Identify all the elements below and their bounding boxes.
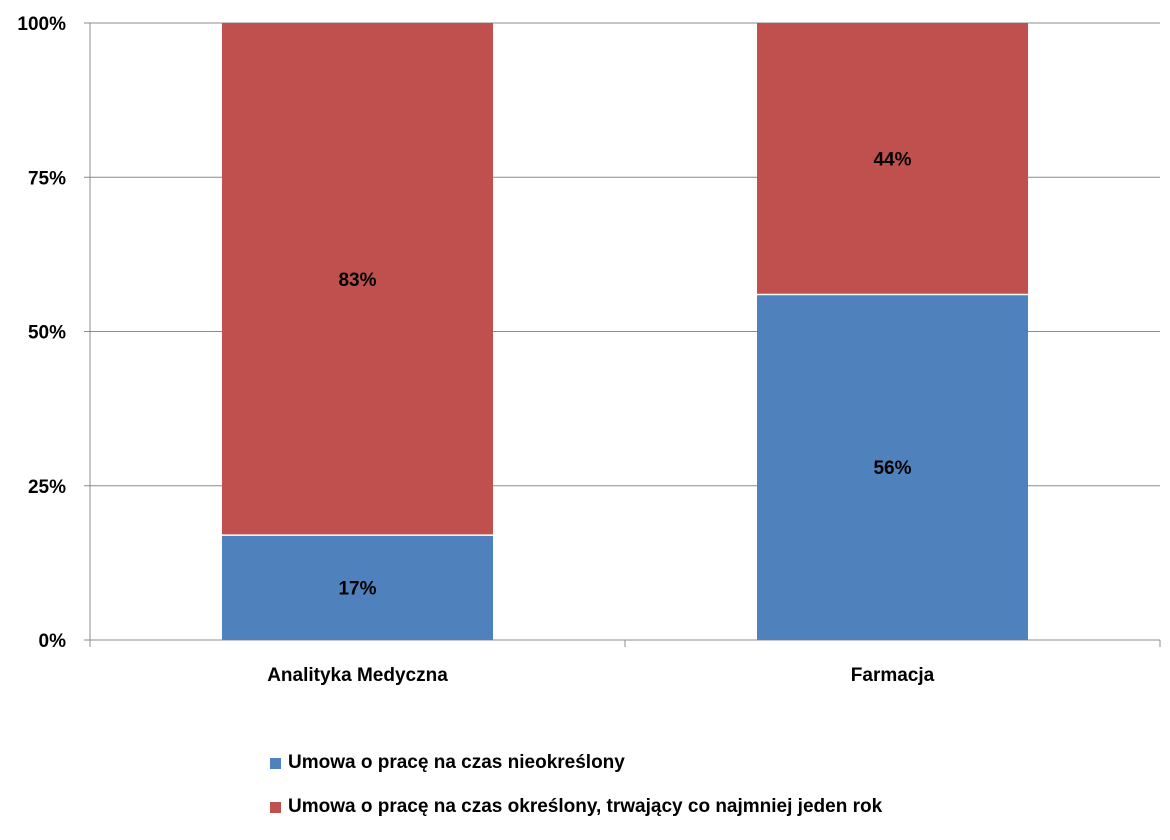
bar-segment (222, 535, 493, 640)
x-category-label: Analityka Medyczna (267, 665, 448, 686)
data-label: 17% (338, 579, 376, 600)
x-axis: Analityka Medyczna Farmacja (89, 23, 1161, 686)
y-tick-label: 25% (28, 477, 66, 498)
data-label: 44% (873, 150, 911, 171)
stacked-bar-chart: 0% 25% 50% 75% 100% Analityka Medyczna Farmac… (17, 14, 1161, 686)
legend: Umowa o pracę na czas nieokreślony Umowa… (270, 752, 882, 840)
y-tick-label: 0% (39, 631, 67, 652)
legend-swatch-permanent (270, 757, 281, 769)
legend-label-permanent: Umowa o pracę na czas nieokreślony (288, 752, 625, 773)
y-axis-tick-labels: 0% 25% 50% 75% 100% (17, 14, 66, 652)
data-label: 56% (873, 458, 911, 479)
bar-segment (757, 23, 1028, 295)
data-labels: 17% 83% 56% 44% (338, 150, 911, 600)
data-label: 83% (338, 270, 376, 291)
bar-segment (757, 294, 1028, 640)
y-tick-label: 75% (28, 168, 66, 189)
legend-item-permanent: Umowa o pracę na czas nieokreślony (270, 752, 882, 774)
y-tick-label: 100% (17, 14, 66, 35)
y-tick-label: 50% (28, 323, 66, 344)
legend-swatch-fixed-term (270, 801, 281, 813)
legend-label-fixed-term: Umowa o pracę na czas określony, trwając… (288, 796, 883, 817)
x-category-label: Farmacja (851, 665, 935, 686)
legend-item-fixed-term: Umowa o pracę na czas określony, trwając… (270, 796, 882, 818)
bar-segment (222, 23, 493, 536)
bars (222, 23, 1028, 640)
